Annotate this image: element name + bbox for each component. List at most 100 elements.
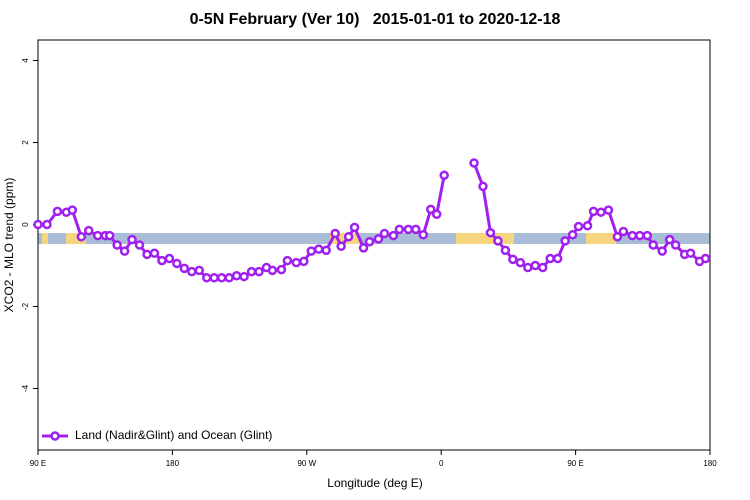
data-point	[418, 230, 429, 240]
x-tick-label: 90 W	[297, 459, 316, 468]
plot-frame	[37, 39, 711, 451]
data-point	[119, 246, 130, 256]
data-point	[411, 224, 421, 235]
chart-title: 0-5N February (Ver 10) 2015-01-01 to 202…	[190, 11, 561, 28]
data-point	[330, 228, 340, 239]
land-strip	[456, 233, 514, 244]
data-point	[179, 263, 190, 274]
data-point	[187, 266, 197, 277]
legend-label: Land (Nadir&Glint) and Ocean (Glint)	[75, 428, 272, 442]
data-point	[648, 240, 659, 250]
data-point	[239, 271, 249, 282]
data-point	[500, 245, 511, 256]
data-point	[33, 219, 43, 230]
data-point	[425, 204, 436, 215]
data-point	[282, 255, 293, 266]
data-point	[231, 271, 242, 281]
data-point	[67, 205, 78, 215]
data-point	[545, 253, 555, 264]
data-point	[201, 273, 212, 283]
data-point	[664, 234, 675, 245]
data-point	[42, 219, 52, 230]
data-point	[142, 249, 152, 260]
land-strip	[586, 233, 616, 244]
data-point	[469, 158, 479, 168]
data-point	[112, 240, 122, 250]
series-line	[38, 162, 707, 280]
data-point	[657, 246, 667, 256]
land-strip	[42, 233, 48, 244]
data-point	[358, 243, 369, 253]
data-point	[523, 262, 533, 273]
y-axis-label: XCO2 - MLO trend (ppm)	[2, 178, 16, 313]
x-tick-label: 0	[439, 459, 444, 468]
data-point	[291, 257, 302, 268]
data-point	[670, 240, 681, 250]
data-point	[642, 230, 653, 241]
data-point	[573, 221, 584, 232]
data-point	[373, 234, 384, 244]
data-point	[582, 220, 593, 231]
x-tick-label: 90 E	[567, 459, 583, 468]
land-strip	[66, 233, 86, 244]
y-tick-label: 4	[21, 58, 30, 63]
data-point	[588, 206, 599, 217]
data-point	[567, 230, 578, 240]
data-point	[379, 228, 390, 239]
data-point	[685, 248, 696, 258]
data-point	[394, 224, 405, 235]
x-tick-label: 180	[166, 459, 180, 468]
x-axis-label: Longitude (deg E)	[327, 476, 422, 490]
data-point	[306, 246, 317, 256]
data-point	[343, 232, 354, 242]
data-point	[603, 205, 614, 215]
data-point	[493, 236, 503, 246]
data-point	[485, 227, 496, 238]
data-point	[104, 230, 115, 241]
data-point	[635, 230, 645, 241]
data-point	[530, 260, 541, 271]
data-point	[84, 225, 94, 236]
data-point	[246, 266, 257, 277]
data-point	[127, 234, 137, 245]
data-point	[403, 224, 414, 235]
data-point	[149, 248, 160, 258]
data-point	[92, 230, 103, 241]
data-point	[157, 255, 167, 266]
legend-marker	[50, 431, 60, 441]
data-point	[552, 253, 563, 264]
y-tick-label: -2	[21, 302, 30, 310]
data-point	[336, 241, 346, 251]
data-point	[267, 265, 278, 276]
data-point	[254, 266, 264, 277]
data-point	[224, 273, 234, 283]
data-point	[612, 232, 623, 242]
data-point	[439, 170, 449, 181]
data-point	[537, 262, 548, 273]
y-tick-label: -4	[21, 384, 30, 392]
data-point	[313, 244, 324, 254]
y-tick-label: 0	[21, 222, 30, 227]
data-point	[134, 240, 145, 250]
data-point	[618, 226, 629, 237]
data-point	[349, 222, 360, 233]
data-point	[388, 230, 399, 241]
data-point	[478, 181, 488, 192]
data-point	[627, 230, 638, 241]
data-point	[321, 245, 331, 256]
data-point	[364, 236, 375, 247]
data-point	[172, 258, 182, 269]
data-point	[209, 273, 219, 283]
x-tick-label: 90 E	[30, 459, 46, 468]
data-point	[164, 253, 175, 264]
data-point	[508, 254, 518, 265]
data-point	[216, 273, 227, 283]
data-point	[560, 236, 570, 246]
data-point	[276, 264, 287, 275]
y-tick-label: 2	[21, 140, 30, 145]
data-point	[52, 206, 63, 217]
x-tick-label: 180	[703, 459, 717, 468]
data-point	[299, 256, 309, 267]
data-point	[431, 209, 442, 219]
